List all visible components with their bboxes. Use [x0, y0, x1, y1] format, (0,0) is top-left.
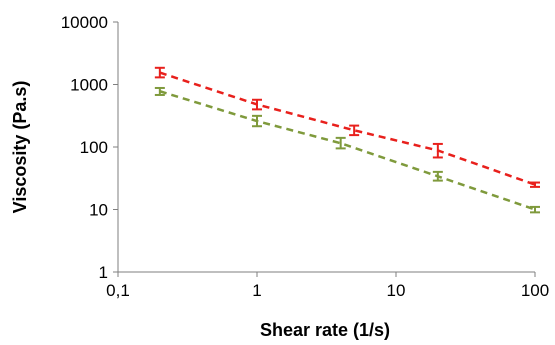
x-tick-label: 1 — [252, 281, 261, 300]
y-tick-label: 10 — [89, 201, 108, 220]
series-1-line — [159, 71, 536, 186]
x-tick-label: 100 — [521, 281, 549, 300]
series-2-line — [159, 90, 536, 211]
y-tick-label: 100 — [80, 138, 108, 157]
y-tick-label: 10000 — [61, 13, 108, 32]
x-tick-label: 0,1 — [106, 281, 130, 300]
y-axis-title: Viscosity (Pa.s) — [10, 81, 30, 214]
y-tick-label: 1000 — [70, 76, 108, 95]
y-tick-label: 1 — [99, 263, 108, 282]
x-axis-title: Shear rate (1/s) — [260, 320, 390, 340]
x-tick-label: 10 — [387, 281, 406, 300]
